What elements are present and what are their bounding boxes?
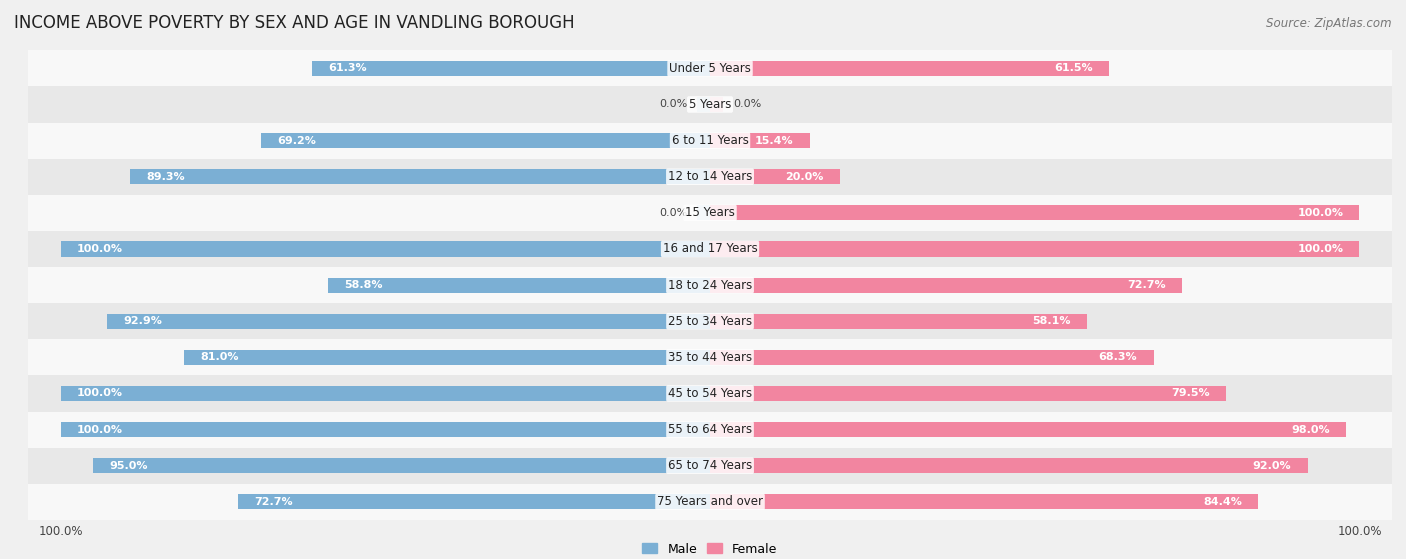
Bar <box>28 267 1392 303</box>
Bar <box>238 494 710 509</box>
Bar <box>710 97 723 112</box>
Bar <box>28 448 1392 484</box>
Bar <box>28 159 1392 195</box>
Bar <box>107 314 710 329</box>
Text: 12 to 14 Years: 12 to 14 Years <box>668 170 752 183</box>
Text: 72.7%: 72.7% <box>254 497 292 507</box>
Text: 98.0%: 98.0% <box>1292 425 1330 434</box>
Text: 15 Years: 15 Years <box>685 206 735 219</box>
Text: 84.4%: 84.4% <box>1204 497 1241 507</box>
Bar <box>131 169 710 184</box>
Bar <box>28 303 1392 339</box>
Text: 20.0%: 20.0% <box>786 172 824 182</box>
Text: 55 to 64 Years: 55 to 64 Years <box>668 423 752 436</box>
Bar <box>710 205 1360 220</box>
Legend: Male, Female: Male, Female <box>637 538 783 559</box>
Text: 100.0%: 100.0% <box>1298 208 1343 218</box>
Text: 100.0%: 100.0% <box>1298 244 1343 254</box>
Text: 58.1%: 58.1% <box>1032 316 1071 326</box>
Text: 0.0%: 0.0% <box>733 100 761 110</box>
Text: 5 Years: 5 Years <box>689 98 731 111</box>
Bar <box>260 133 710 148</box>
Bar <box>710 494 1258 509</box>
Text: INCOME ABOVE POVERTY BY SEX AND AGE IN VANDLING BOROUGH: INCOME ABOVE POVERTY BY SEX AND AGE IN V… <box>14 13 575 31</box>
Bar <box>710 458 1308 473</box>
Text: 89.3%: 89.3% <box>146 172 186 182</box>
Text: 79.5%: 79.5% <box>1171 389 1211 399</box>
Bar <box>93 458 710 473</box>
Text: 16 and 17 Years: 16 and 17 Years <box>662 243 758 255</box>
Text: 35 to 44 Years: 35 to 44 Years <box>668 351 752 364</box>
Text: 45 to 54 Years: 45 to 54 Years <box>668 387 752 400</box>
Text: 92.0%: 92.0% <box>1253 461 1291 471</box>
Bar <box>28 87 1392 122</box>
Bar <box>60 241 710 257</box>
Bar <box>710 169 839 184</box>
Text: 69.2%: 69.2% <box>277 136 316 145</box>
Text: 92.9%: 92.9% <box>122 316 162 326</box>
Bar <box>710 277 1182 293</box>
Bar <box>328 277 710 293</box>
Text: 100.0%: 100.0% <box>77 425 122 434</box>
Bar <box>28 195 1392 231</box>
Text: 58.8%: 58.8% <box>344 280 382 290</box>
Bar <box>28 376 1392 411</box>
Bar <box>710 241 1360 257</box>
Bar <box>710 314 1087 329</box>
Bar <box>697 205 710 220</box>
Text: 75 Years and over: 75 Years and over <box>657 495 763 508</box>
Bar <box>710 61 1109 76</box>
Bar <box>710 386 1226 401</box>
Bar <box>60 422 710 437</box>
Bar <box>28 411 1392 448</box>
Bar <box>60 386 710 401</box>
Text: 25 to 34 Years: 25 to 34 Years <box>668 315 752 328</box>
Bar <box>710 422 1347 437</box>
Text: 100.0%: 100.0% <box>77 389 122 399</box>
Bar <box>697 97 710 112</box>
Text: Source: ZipAtlas.com: Source: ZipAtlas.com <box>1267 17 1392 30</box>
Text: 81.0%: 81.0% <box>200 352 239 362</box>
Bar <box>28 122 1392 159</box>
Text: Under 5 Years: Under 5 Years <box>669 62 751 75</box>
Text: 65 to 74 Years: 65 to 74 Years <box>668 459 752 472</box>
Bar <box>184 350 710 365</box>
Text: 68.3%: 68.3% <box>1098 352 1137 362</box>
Bar <box>710 350 1153 365</box>
Bar <box>28 50 1392 87</box>
Text: 0.0%: 0.0% <box>659 208 688 218</box>
Text: 61.5%: 61.5% <box>1054 63 1094 73</box>
Text: 100.0%: 100.0% <box>77 244 122 254</box>
Bar <box>28 484 1392 520</box>
Text: 6 to 11 Years: 6 to 11 Years <box>672 134 748 147</box>
Text: 61.3%: 61.3% <box>328 63 367 73</box>
Text: 0.0%: 0.0% <box>659 100 688 110</box>
Text: 15.4%: 15.4% <box>755 136 794 145</box>
Text: 95.0%: 95.0% <box>110 461 148 471</box>
Text: 72.7%: 72.7% <box>1128 280 1166 290</box>
Bar <box>28 339 1392 376</box>
Bar <box>312 61 710 76</box>
Bar <box>28 231 1392 267</box>
Bar <box>710 133 810 148</box>
Text: 18 to 24 Years: 18 to 24 Years <box>668 278 752 292</box>
